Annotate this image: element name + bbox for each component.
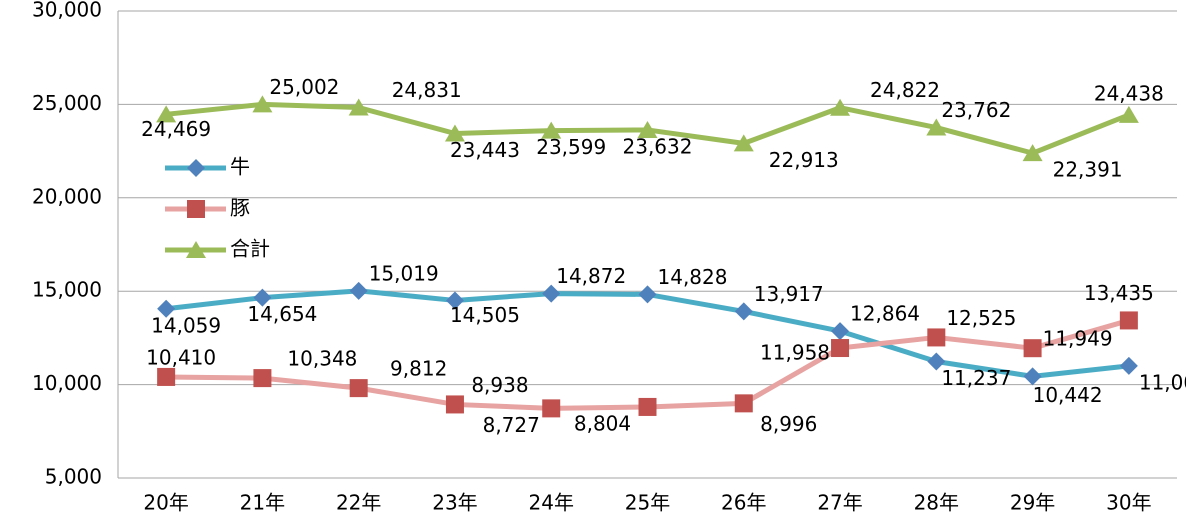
value-label: 14,059 — [151, 313, 221, 337]
value-label: 11,949 — [1043, 327, 1113, 351]
marker — [1118, 105, 1139, 123]
marker — [734, 302, 753, 321]
marker — [348, 98, 369, 116]
marker — [831, 322, 850, 341]
value-label: 12,525 — [946, 306, 1016, 330]
value-label: 22,391 — [1053, 158, 1123, 182]
marker — [157, 299, 176, 318]
value-label: 24,831 — [392, 78, 462, 102]
value-label: 8,804 — [574, 411, 631, 435]
y-tick-label: 10,000 — [32, 371, 102, 395]
value-label: 14,828 — [658, 265, 728, 289]
legend-label: 牛 — [230, 155, 250, 179]
x-tick-label: 27年 — [817, 491, 862, 515]
marker — [1119, 311, 1138, 330]
value-label: 24,469 — [141, 117, 211, 141]
y-tick-label: 5,000 — [45, 465, 102, 489]
marker — [926, 118, 947, 136]
marker — [445, 395, 464, 414]
value-label: 13,917 — [754, 282, 824, 306]
value-label: 8,938 — [471, 373, 528, 397]
value-label: 10,442 — [1033, 383, 1103, 407]
value-label: 22,913 — [769, 148, 839, 172]
value-label: 11,958 — [760, 341, 830, 365]
marker — [1023, 339, 1042, 358]
marker — [349, 379, 368, 398]
x-tick-label: 22年 — [336, 491, 381, 515]
marker — [444, 124, 465, 142]
value-label: 25,002 — [269, 75, 339, 99]
x-tick-label: 28年 — [914, 491, 959, 515]
value-label: 9,812 — [390, 357, 447, 381]
value-label: 24,822 — [870, 78, 940, 102]
value-label: 23,762 — [941, 98, 1011, 122]
marker — [1023, 367, 1042, 386]
x-tick-label: 25年 — [625, 491, 670, 515]
x-tick-label: 30年 — [1106, 491, 1151, 515]
value-label: 13,435 — [1084, 281, 1154, 305]
value-label: 24,438 — [1094, 81, 1164, 105]
x-tick-label: 21年 — [240, 491, 285, 515]
marker — [253, 369, 272, 388]
value-label: 10,348 — [287, 347, 357, 371]
value-label: 15,019 — [369, 261, 439, 285]
marker — [156, 105, 177, 123]
x-tick-label: 26年 — [721, 491, 766, 515]
marker — [734, 394, 753, 413]
value-label: 14,505 — [450, 303, 520, 327]
marker — [349, 281, 368, 300]
marker — [1022, 144, 1043, 162]
value-label: 8,727 — [483, 413, 540, 437]
value-label: 8,996 — [760, 412, 817, 436]
x-tick-label: 29年 — [1010, 491, 1055, 515]
marker — [252, 95, 273, 113]
legend-marker — [186, 241, 206, 258]
value-label: 23,632 — [623, 134, 693, 158]
marker — [542, 399, 561, 418]
legend-label: 豚 — [230, 196, 250, 220]
y-tick-label: 25,000 — [32, 91, 102, 115]
legend-label: 合計 — [230, 237, 270, 261]
marker — [927, 328, 946, 347]
marker — [830, 98, 851, 116]
marker — [733, 134, 754, 152]
marker — [253, 288, 272, 307]
x-tick-label: 20年 — [143, 491, 188, 515]
value-label: 11,237 — [941, 366, 1011, 390]
value-label: 14,654 — [247, 302, 317, 326]
marker — [445, 291, 464, 310]
value-label: 23,443 — [450, 138, 520, 162]
x-tick-label: 23年 — [432, 491, 477, 515]
legend-marker — [187, 200, 205, 218]
value-label: 14,872 — [556, 264, 626, 288]
marker — [541, 121, 562, 139]
value-label: 11,003 — [1139, 370, 1186, 394]
y-tick-label: 20,000 — [32, 184, 102, 208]
y-tick-label: 15,000 — [32, 278, 102, 302]
marker — [831, 339, 850, 358]
legend-marker — [187, 159, 205, 177]
marker — [157, 367, 176, 386]
marker — [638, 285, 657, 304]
value-label: 23,599 — [536, 135, 606, 159]
value-label: 12,864 — [850, 302, 920, 326]
marker — [1119, 356, 1138, 375]
value-label: 10,410 — [146, 345, 216, 369]
marker — [637, 120, 658, 138]
marker — [927, 352, 946, 371]
marker — [638, 397, 657, 416]
y-tick-label: 30,000 — [32, 0, 102, 22]
marker — [542, 284, 561, 303]
x-tick-label: 24年 — [529, 491, 574, 515]
